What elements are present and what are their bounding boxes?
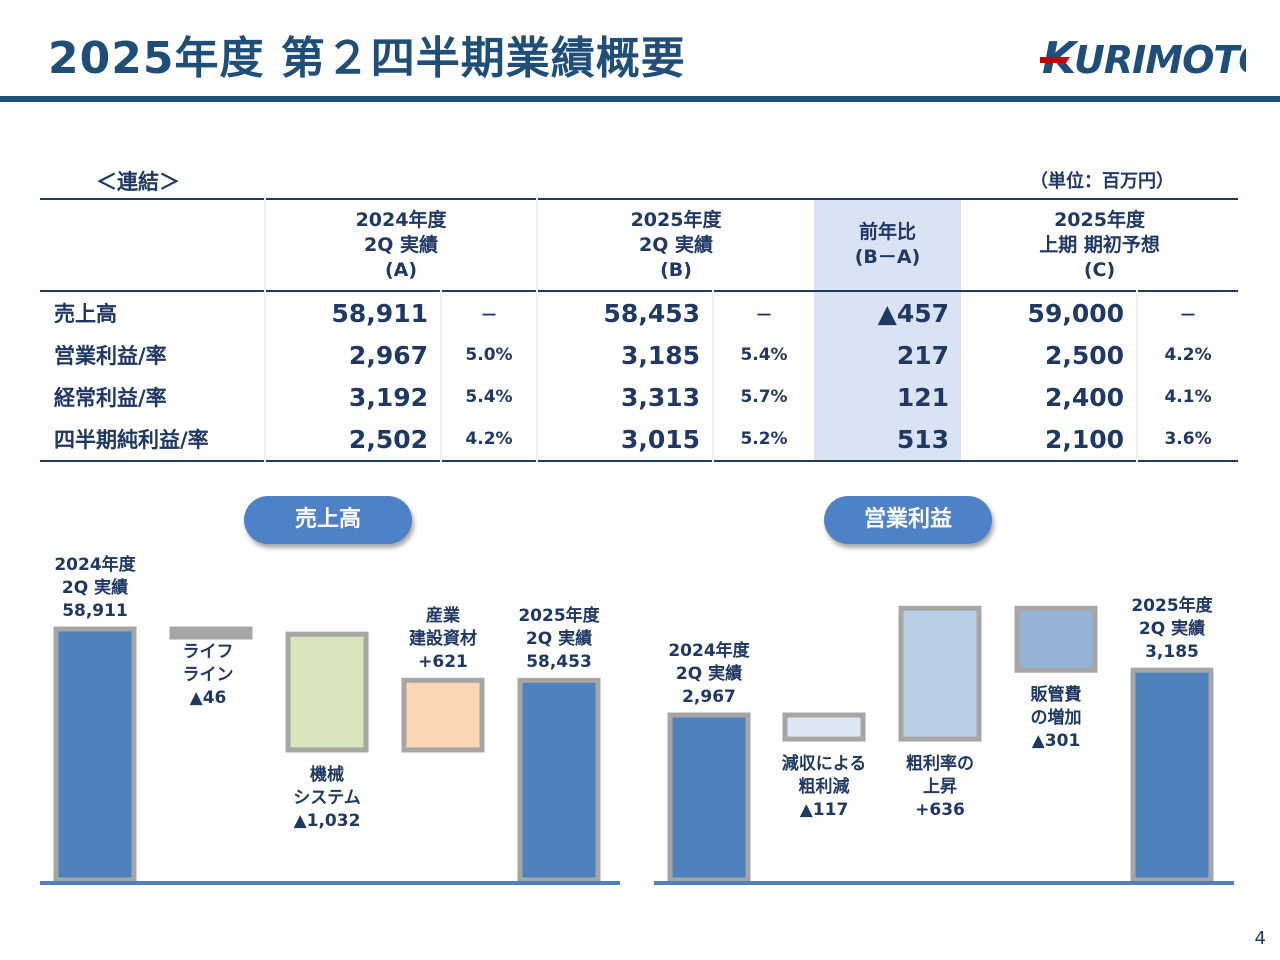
bar-label-0-2: 機械 システム ▲1,032: [293, 764, 361, 831]
table-row-ordinary-income: 経常利益/率 3,192 5.4% 3,313 5.7% 121 2,400 4…: [40, 376, 1238, 418]
cell-a: 2,967: [265, 334, 442, 376]
cell-b-rate: －: [755, 305, 773, 326]
cell-a-rate: －: [441, 291, 539, 334]
bar-label-1-2: 粗利率の 上昇 +636: [906, 754, 974, 821]
title-rule: [0, 96, 1280, 102]
bar-label-1-4: 2025年度 2Q 実績 3,185: [1131, 596, 1213, 663]
cell-c-rate: 4.1%: [1164, 387, 1212, 407]
cell-c: 2,500: [961, 334, 1139, 376]
bar-label-0-1: ライフ ライン ▲46: [182, 642, 234, 709]
bar-1-1: [782, 712, 866, 742]
results-table: 2024年度 2Q 実績 (A) 2025年度 2Q 実績 (B) 前年比 (B…: [40, 198, 1239, 462]
cell-c-rate: －: [1179, 305, 1197, 326]
header-yoy: 前年比 (B－A): [814, 199, 962, 291]
cell-a: 58,911: [265, 291, 442, 334]
header-2024-2q: 2024年度 2Q 実績 (A): [265, 199, 539, 291]
cell-diff: ▲457: [814, 291, 962, 334]
svg-text:URIMOTO: URIMOTO: [1074, 38, 1246, 79]
row-label: 四半期純利益/率: [40, 418, 266, 461]
cell-a-rate: 5.0%: [441, 334, 539, 376]
header-2025-2q: 2025年度 2Q 実績 (B): [630, 208, 722, 281]
header-2025-forecast: 2025年度 上期 期初予想 (C): [1039, 208, 1160, 281]
bar-1-0: [667, 712, 751, 883]
table-row-sales: 売上高 58,911 － 58,453 － ▲457 59,000 －: [40, 291, 1238, 334]
svg-text:K: K: [1042, 33, 1079, 79]
table-row-net-income: 四半期純利益/率 2,502 4.2% 3,015 5.2% 513 2,100…: [40, 418, 1239, 461]
bar-0-4: [517, 677, 601, 883]
bar-0-0: [53, 626, 137, 883]
cell-b: 3,185: [537, 334, 715, 376]
header-blank: [40, 199, 266, 291]
cell-a-rate: 5.4%: [441, 376, 539, 418]
page-number: 4: [1254, 928, 1266, 949]
cell-b: 3,015: [537, 418, 715, 461]
logo-red-bar: [1040, 57, 1070, 63]
operating-income-chart-title: 営業利益: [824, 496, 992, 544]
kurimoto-logo: K URIMOTO: [1040, 33, 1246, 79]
cell-a: 3,192: [265, 376, 442, 418]
bar-1-3: [1014, 605, 1098, 673]
cell-b-rate: 5.7%: [740, 387, 788, 407]
cell-a-rate: 4.2%: [441, 418, 539, 461]
bar-label-0-4: 2025年度 2Q 実績 58,453: [518, 606, 600, 673]
sales-chart-title: 売上高: [244, 496, 412, 544]
bar-1-4: [1130, 667, 1214, 883]
row-label: 売上高: [40, 291, 266, 334]
cell-b: 58,453: [537, 291, 715, 334]
bar-0-1: [169, 626, 253, 640]
cell-b-rate: 5.2%: [740, 429, 788, 449]
cell-c-rate: 3.6%: [1164, 429, 1212, 449]
cell-b: 3,313: [537, 376, 715, 418]
bar-label-1-0: 2024年度 2Q 実績 2,967: [668, 641, 750, 708]
bar-label-1-1: 減収による 粗利減 ▲117: [781, 754, 867, 821]
bar-label-0-3: 産業 建設資材 +621: [409, 606, 477, 673]
cell-diff: 513: [814, 418, 962, 461]
cell-c: 2,400: [961, 376, 1139, 418]
unit-label: （単位：百万円）: [1030, 171, 1174, 192]
bar-0-3: [401, 677, 485, 753]
bar-label-1-3: 販管費 の増加 ▲301: [1030, 685, 1082, 752]
page-title: 2025年度 第２四半期業績概要: [48, 33, 686, 84]
table-header-row: 2024年度 2Q 実績 (A) 2025年度 2Q 実績 (B) 前年比 (B…: [40, 199, 1239, 291]
cell-diff: 121: [814, 376, 962, 418]
cell-a: 2,502: [265, 418, 442, 461]
row-label: 経常利益/率: [40, 376, 266, 418]
scope-label: ＜連結＞: [96, 170, 180, 194]
cell-diff: 217: [814, 334, 962, 376]
bar-0-2: [285, 631, 369, 753]
table-row-operating-income: 営業利益/率 2,967 5.0% 3,185 5.4% 217 2,500 4…: [40, 334, 1238, 376]
cell-b-rate: 5.4%: [740, 345, 788, 365]
row-label: 営業利益/率: [40, 334, 266, 376]
cell-c: 2,100: [961, 418, 1139, 461]
bar-label-0-0: 2024年度 2Q 実績 58,911: [54, 555, 136, 622]
cell-c-rate: 4.2%: [1164, 345, 1212, 365]
bar-1-2: [898, 605, 982, 742]
cell-c: 59,000: [961, 291, 1139, 334]
